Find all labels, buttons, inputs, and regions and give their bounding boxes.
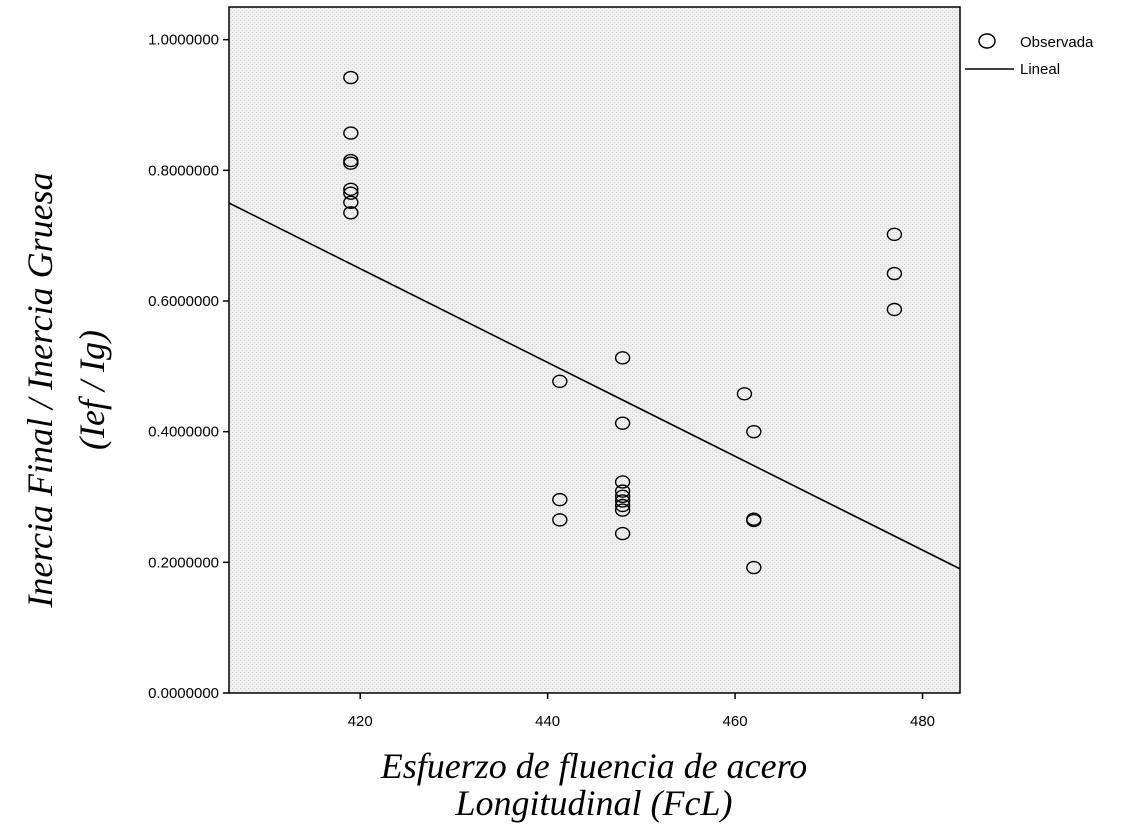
data-point [746, 424, 762, 439]
x-tick-label: 460 [723, 713, 748, 730]
data-point [614, 494, 631, 508]
y-tick-label: 1.0000000 [148, 32, 219, 49]
y-tick-label: 0.4000000 [148, 424, 219, 441]
legend-label-lineal: Lineal [1020, 61, 1060, 78]
data-point [886, 302, 903, 317]
x-tick-label: 480 [910, 713, 935, 730]
x-axis: 420 440 460 480 [348, 693, 935, 730]
data-point [614, 489, 631, 504]
y-tick-label: 0.0000000 [148, 685, 219, 702]
data-point [343, 70, 359, 85]
legend: Observada Lineal [965, 33, 1094, 78]
data-point [614, 475, 631, 489]
data-point [552, 374, 568, 389]
data-point [886, 227, 903, 242]
x-axis-title-line-2: Longitudinal (FcL) [455, 783, 733, 823]
regression-line [228, 202, 961, 570]
plot-area [228, 6, 961, 694]
data-point [343, 126, 359, 140]
x-axis-title-line-1: Esfuerzo de fluencia de acero [380, 746, 808, 786]
data-point [343, 156, 359, 170]
y-axis: 0.0000000 0.2000000 0.4000000 0.6000000 0.80… [148, 32, 229, 702]
y-tick-label: 0.6000000 [148, 293, 219, 310]
data-point [746, 560, 762, 575]
y-tick-label: 0.8000000 [148, 162, 219, 179]
data-point [343, 182, 359, 196]
observed-points-group [343, 70, 903, 575]
data-point [343, 195, 359, 210]
y-axis-title-line-2: (Ief / Ig) [72, 330, 112, 450]
data-point [614, 351, 631, 365]
data-point [614, 526, 631, 541]
y-axis-title-line-1: Inercia Final / Inercia Gruesa [20, 172, 60, 608]
y-tick-label: 0.2000000 [148, 554, 219, 571]
data-point [343, 186, 359, 200]
data-point [886, 266, 903, 281]
data-point [614, 503, 631, 517]
data-point [736, 387, 753, 401]
x-tick-label: 440 [535, 713, 560, 730]
x-tick-label: 420 [348, 713, 373, 730]
data-point [746, 513, 762, 528]
data-point [343, 206, 359, 220]
legend-marker-observada [978, 33, 996, 49]
legend-label-observada: Observada [1020, 34, 1094, 51]
regression-line-group [228, 202, 961, 570]
data-point [614, 416, 631, 430]
data-point [552, 513, 568, 527]
data-point [614, 484, 631, 498]
data-point [552, 492, 568, 507]
data-point [614, 498, 631, 513]
